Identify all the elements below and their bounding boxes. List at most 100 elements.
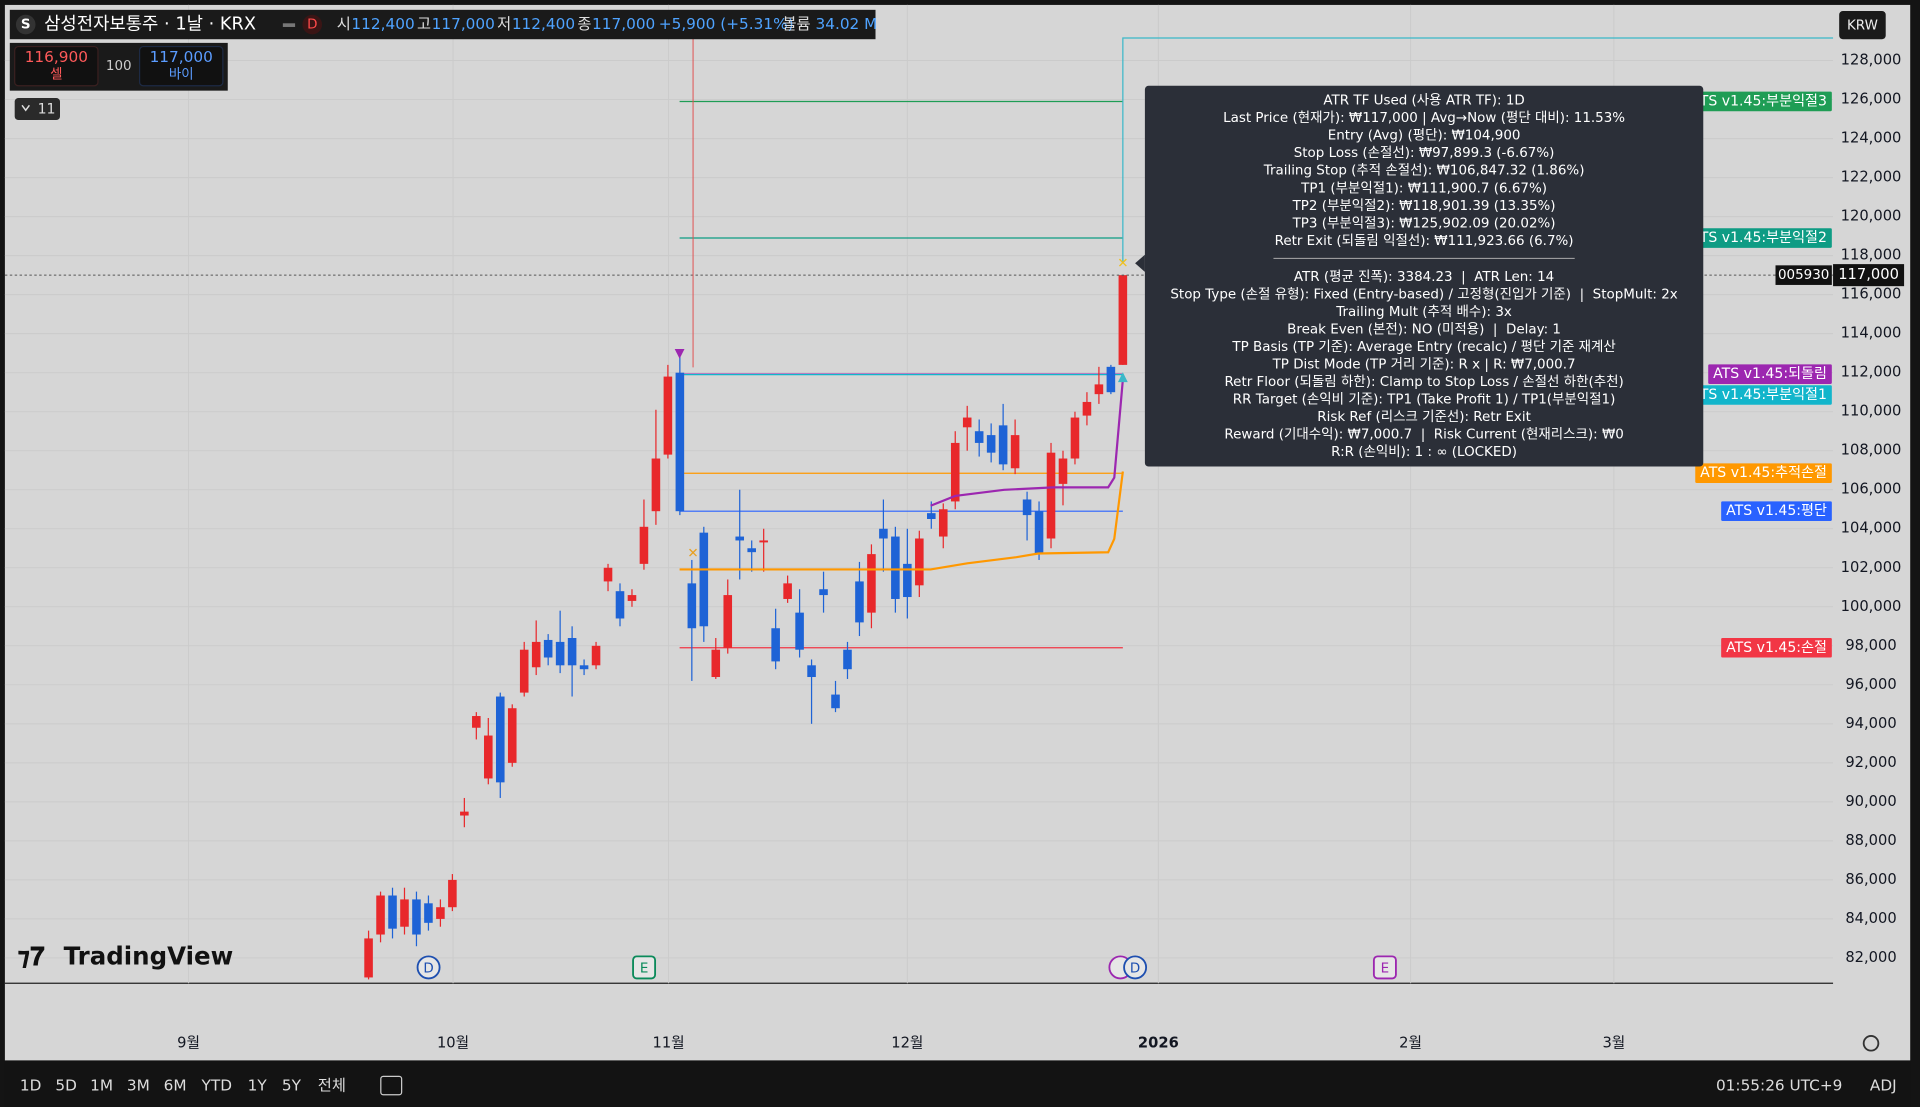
level-label: ATS v1.45:추적손절 <box>1700 465 1827 481</box>
timeframe-button[interactable]: 3M <box>127 1077 150 1095</box>
tooltip-line: Retr Floor (되돌림 하한): Clamp to Stop Loss … <box>1224 374 1623 390</box>
candle-body <box>591 645 601 666</box>
event-icon[interactable] <box>416 955 441 980</box>
y-tick-label: 82,000 <box>1845 949 1896 966</box>
x-tick-label: 10월 <box>437 1034 469 1051</box>
volume-label: 볼륨 <box>782 15 810 33</box>
y-tick-label: 92,000 <box>1845 754 1896 771</box>
event-icon[interactable] <box>632 955 657 980</box>
candle-body <box>759 540 768 543</box>
level-label-box <box>1686 228 1832 248</box>
timeframe-button[interactable]: 전체 <box>318 1077 346 1095</box>
event-label: E <box>640 962 649 977</box>
level-label: ATS v1.45:부분익절2 <box>1691 230 1827 246</box>
tooltip-line: Retr Exit (되돌림 익절선): ₩111,923.66 (6.7%) <box>1275 233 1574 249</box>
buy-button[interactable] <box>138 45 224 87</box>
timeframe-button[interactable]: 5D <box>55 1077 77 1095</box>
y-tick-label: 108,000 <box>1841 442 1902 459</box>
date-range-icon[interactable] <box>380 1075 403 1096</box>
trailing-line <box>679 471 1124 571</box>
ohlc-label: 저 <box>497 15 511 33</box>
event-label: D <box>1130 962 1140 977</box>
symbol-icon-text: S <box>21 18 31 33</box>
candle-body <box>938 509 948 537</box>
ohlc: 시 112,400 고 117,000 저 112,400 종 117,000 <box>337 15 656 33</box>
y-tick-label: 86,000 <box>1845 871 1896 888</box>
candle-body <box>723 595 733 648</box>
retr-line <box>930 379 1124 507</box>
timeframe-button[interactable]: 5Y <box>282 1077 302 1095</box>
candle-body <box>543 639 553 658</box>
candle-body <box>555 641 565 666</box>
tooltip-line: Stop Type (손절 유형): Fixed (Entry-based) /… <box>1170 286 1677 302</box>
currency-button[interactable] <box>1839 11 1886 40</box>
sell-button[interactable] <box>14 45 99 87</box>
marker: ✕ <box>1117 256 1128 271</box>
candle-body <box>699 532 709 627</box>
y-tick-label: 84,000 <box>1845 910 1896 927</box>
candle-body <box>1046 452 1056 539</box>
timeframe-button[interactable]: 1M <box>90 1077 113 1095</box>
candle-body <box>927 513 936 519</box>
tooltip-line: Risk Ref (리스크 기준선): Retr Exit <box>1317 409 1531 425</box>
symbol-title: 삼성전자보통주 · 1날 · KRX <box>44 14 256 35</box>
sell-price: 116,900 <box>25 48 88 66</box>
candle-body <box>807 665 816 678</box>
candle-body <box>388 895 397 929</box>
candle-body <box>783 583 792 599</box>
level-label-box <box>1721 637 1832 658</box>
tooltip-arrow <box>1135 254 1145 272</box>
candle-body <box>1082 401 1092 416</box>
x-tick-label: 3월 <box>1602 1034 1625 1051</box>
adj[interactable]: ADJ <box>1870 1077 1897 1095</box>
y-tick-label: 98,000 <box>1845 637 1896 654</box>
level-label: ATS v1.45:손절 <box>1726 640 1827 656</box>
y-tick-label: 94,000 <box>1845 715 1896 732</box>
candle-body <box>675 372 685 512</box>
y-tick-label: 124,000 <box>1841 130 1902 147</box>
settings-icon[interactable] <box>1862 1035 1880 1052</box>
timeframe-button[interactable]: YTD <box>201 1077 232 1095</box>
header-bar <box>9 9 876 40</box>
qty: 100 <box>106 59 132 74</box>
symbol-badge <box>1775 265 1832 285</box>
candle-body <box>495 696 505 783</box>
candle-body <box>484 735 493 779</box>
y-tick-label: 122,000 <box>1841 169 1902 186</box>
logo: TradingView <box>64 942 234 971</box>
ohlc-value: 112,400 <box>512 15 575 33</box>
timeframe-button[interactable]: 6M <box>164 1077 187 1095</box>
candle-body <box>1058 458 1068 484</box>
symbol-badge-text: 005930 <box>1778 268 1829 283</box>
y-tick-label: 110,000 <box>1841 403 1902 420</box>
tooltip-line: Stop Loss (손절선): ₩97,899.3 (-6.67%) <box>1294 145 1555 161</box>
candle-body <box>747 548 756 553</box>
indicator-toggle[interactable] <box>14 97 60 121</box>
candle-body <box>962 417 972 428</box>
y-tick-label: 106,000 <box>1841 481 1902 498</box>
y-tick-label: 128,000 <box>1841 52 1902 69</box>
event-icon[interactable] <box>1372 955 1397 980</box>
ohlc-label: 고 <box>417 15 431 33</box>
indicator-count: 11 <box>38 102 56 118</box>
tooltip-line: TP Basis (TP 기준): Average Entry (recalc)… <box>1231 339 1615 355</box>
bottom-bar <box>4 1060 1911 1107</box>
y-tick-label: 116,000 <box>1841 286 1902 303</box>
candle-body <box>879 528 888 539</box>
symbol-icon <box>15 14 36 35</box>
level-label-box <box>1686 91 1832 112</box>
y-tick-label: 114,000 <box>1841 325 1902 342</box>
candle-body <box>687 583 697 629</box>
candle-body <box>460 811 469 816</box>
tooltip-line: Trailing Mult (추적 배수): 3x <box>1335 304 1512 320</box>
timeframe-button[interactable]: 1D <box>20 1077 42 1095</box>
y-tick-label: 112,000 <box>1841 364 1902 381</box>
y-tick-label: 104,000 <box>1841 520 1902 537</box>
tooltip-line: TP2 (부분익절2): ₩118,901.39 (13.35%) <box>1292 198 1556 214</box>
event-icon[interactable] <box>1123 955 1148 980</box>
candle-body <box>831 694 840 709</box>
timeframe-button[interactable]: 1Y <box>248 1077 268 1095</box>
y-tick-label: 126,000 <box>1841 91 1902 108</box>
tooltip-line: Entry (Avg) (평단): ₩104,900 <box>1328 128 1521 144</box>
candle-body <box>795 612 804 650</box>
